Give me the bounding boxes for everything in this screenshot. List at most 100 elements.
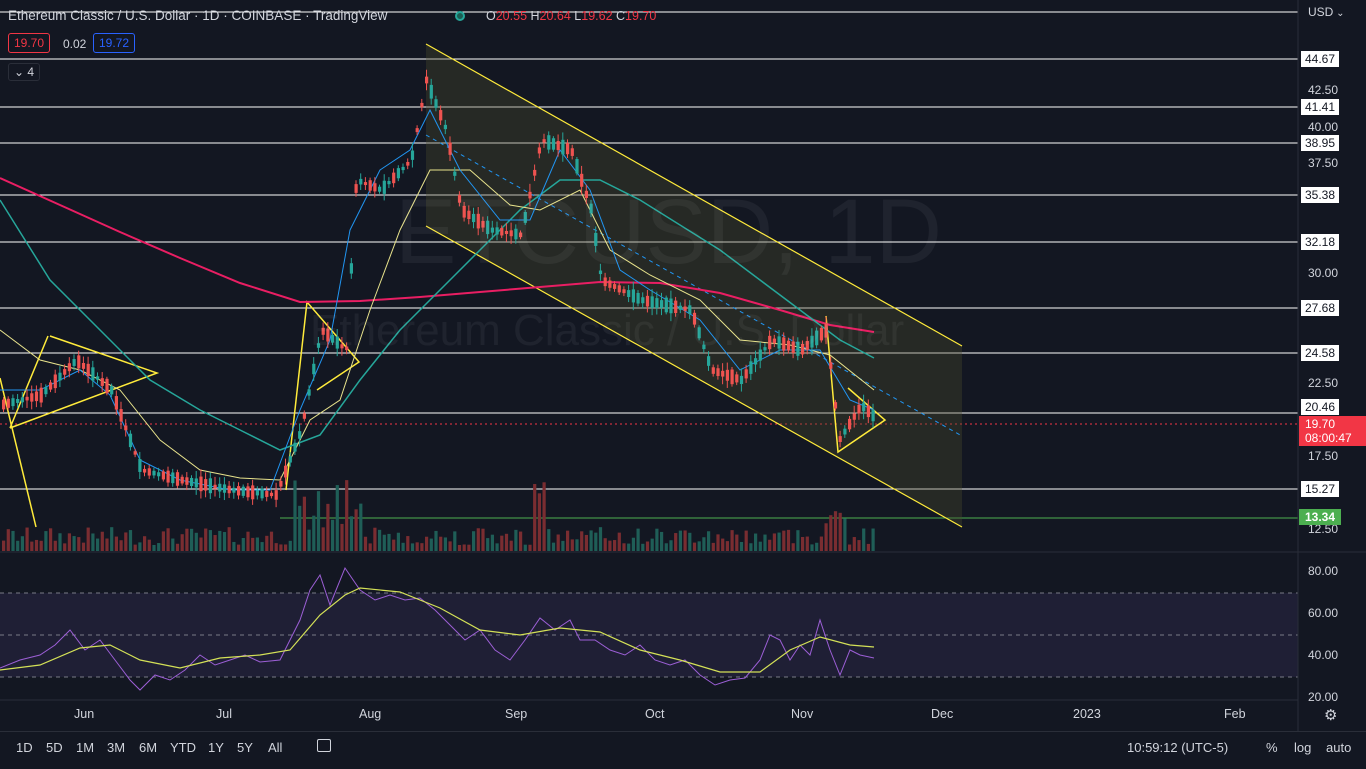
candle-body <box>316 343 321 348</box>
indicators-toggle[interactable]: ⌄ 4 <box>8 63 41 81</box>
open-label: O <box>486 9 496 23</box>
candle-body <box>500 227 504 236</box>
candle-body <box>495 227 499 235</box>
volume-bar <box>128 530 133 551</box>
market-status-icon[interactable] <box>455 11 465 21</box>
close-label: C <box>616 9 626 23</box>
volume-bar <box>486 538 490 551</box>
auto-toggle[interactable]: auto <box>1326 740 1352 755</box>
volume-bar <box>805 536 809 551</box>
volume-bar <box>373 527 377 551</box>
volume-bar <box>91 533 95 551</box>
trend-line[interactable] <box>0 377 37 528</box>
volume-bar <box>208 530 212 551</box>
flag-pattern[interactable] <box>825 315 887 454</box>
volume-bar <box>124 532 128 551</box>
candle-body <box>857 404 861 414</box>
timeframe-button[interactable]: 5Y <box>237 740 253 755</box>
volume-bar <box>396 532 400 551</box>
candle-body <box>519 232 523 238</box>
volume-bar <box>307 529 311 551</box>
timeframe-button[interactable]: 6M <box>139 740 158 755</box>
candle-body <box>848 418 852 430</box>
volume-bar <box>81 542 86 551</box>
volume-bar <box>406 536 410 551</box>
level-price-label: 32.18 <box>1301 234 1340 250</box>
candle-body <box>204 479 208 491</box>
channel-upper-line[interactable] <box>425 43 963 347</box>
settings-gear-icon[interactable]: ⚙ <box>1324 707 1338 724</box>
candle-body <box>547 135 551 150</box>
volume-bar <box>622 543 626 551</box>
triangle-pattern[interactable] <box>9 335 49 429</box>
volume-bar <box>434 530 438 551</box>
candle-body <box>589 203 593 214</box>
clock[interactable]: 10:59:12 (UTC-5) <box>1127 740 1229 755</box>
candle-body <box>96 376 100 380</box>
channel-lower-line[interactable] <box>425 225 963 528</box>
candle-body <box>53 374 57 389</box>
sell-button[interactable]: 19.70 <box>8 33 51 53</box>
volume-bar <box>603 538 607 551</box>
candle-body <box>298 431 302 439</box>
candle-body <box>321 327 325 335</box>
candle-body <box>829 362 833 369</box>
symbol-title[interactable]: Ethereum Classic / U.S. Dollar · 1D · CO… <box>8 8 388 23</box>
candle-body <box>523 211 527 223</box>
date-range-icon[interactable] <box>317 739 331 752</box>
indicator-count: 4 <box>27 65 35 79</box>
volume-bar <box>523 544 527 551</box>
buy-button[interactable]: 19.72 <box>93 33 136 53</box>
candle-body <box>476 213 480 229</box>
candle-body <box>185 477 189 485</box>
volume-bar <box>265 535 269 551</box>
candle-body <box>598 270 603 275</box>
volume-bar <box>363 536 368 551</box>
currency-selector[interactable]: USD ⌄ <box>1308 5 1345 19</box>
volume-bar <box>284 544 288 551</box>
volume-bar <box>171 538 175 551</box>
volume-bar <box>711 542 715 551</box>
volume-bar <box>143 536 147 551</box>
horizontal-levels <box>0 11 1298 490</box>
timeframe-button[interactable]: All <box>268 740 283 755</box>
time-axis-label: Jun <box>74 707 95 721</box>
channel-mid-line[interactable] <box>425 134 963 437</box>
candle-body <box>561 139 565 155</box>
support-price-label: 13.34 <box>1299 509 1342 525</box>
volume-bar <box>133 544 137 551</box>
timeframe-button[interactable]: 1Y <box>208 740 224 755</box>
log-toggle[interactable]: log <box>1294 740 1312 755</box>
volume-bar <box>613 540 617 551</box>
price-chart[interactable] <box>0 0 1366 731</box>
timeframe-button[interactable]: 1D <box>16 740 33 755</box>
flag-pattern[interactable] <box>285 300 361 491</box>
volume-bar <box>20 536 24 551</box>
timeframe-button[interactable]: 5D <box>46 740 63 755</box>
candle-body <box>551 138 556 150</box>
candle-body <box>363 182 368 186</box>
volume-bar <box>86 527 90 551</box>
volume-bar <box>777 532 781 551</box>
candle-body <box>81 362 86 369</box>
candle-body <box>721 370 725 377</box>
candle-body <box>67 363 71 372</box>
volume-bar <box>617 532 621 551</box>
candle-body <box>805 341 809 350</box>
timeframe-button[interactable]: YTD <box>170 740 196 755</box>
percent-toggle[interactable]: % <box>1266 740 1278 755</box>
candle-body <box>716 368 720 377</box>
timeframe-button[interactable]: 3M <box>107 740 126 755</box>
volume-bar <box>490 534 494 551</box>
volume-bar <box>185 528 189 551</box>
volume-bar <box>744 530 748 551</box>
rsi-tick-label: 40.00 <box>1308 648 1339 662</box>
triangle-pattern[interactable] <box>9 335 160 429</box>
volume-bar <box>222 532 227 551</box>
volume-bar <box>190 528 194 551</box>
volume-bar <box>721 538 725 551</box>
volume-bar <box>316 491 321 551</box>
volume-bar <box>232 541 236 551</box>
volume-bar <box>664 543 668 551</box>
timeframe-button[interactable]: 1M <box>76 740 95 755</box>
